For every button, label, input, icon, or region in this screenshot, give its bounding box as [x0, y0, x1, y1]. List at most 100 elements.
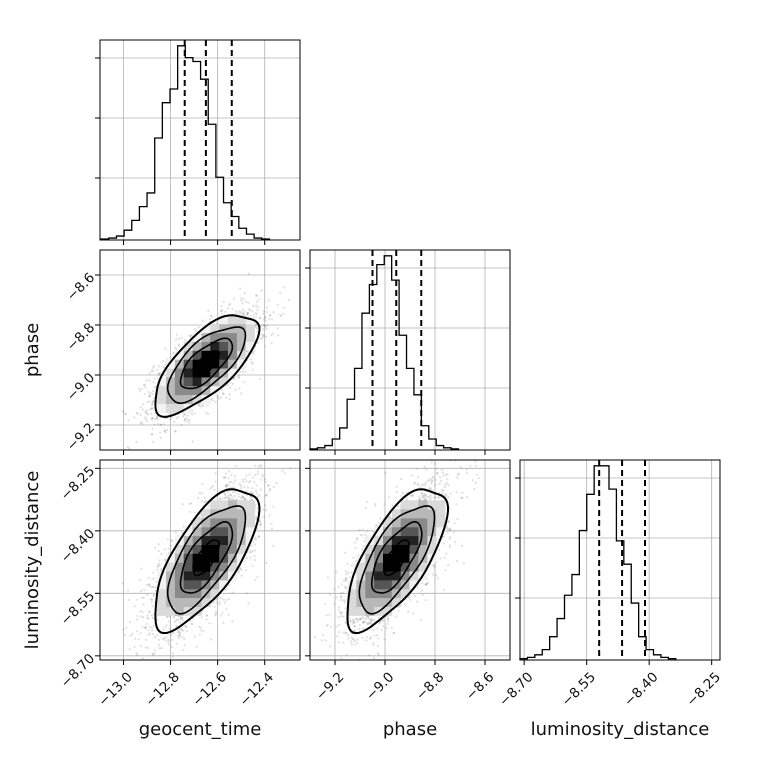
scatter-point: [197, 404, 200, 407]
scatter-point: [174, 430, 177, 433]
scatter-point: [151, 427, 154, 430]
density-cell: [183, 377, 193, 387]
scatter-point: [146, 413, 149, 416]
scatter-point: [251, 487, 254, 490]
scatter-point: [146, 409, 149, 412]
scatter-point: [201, 319, 204, 322]
scatter-point: [241, 496, 244, 499]
scatter-point: [140, 645, 143, 648]
scatter-point: [279, 313, 282, 316]
scatter-point: [249, 491, 252, 494]
scatter-point: [144, 386, 147, 389]
scatter-point: [205, 411, 208, 414]
density-cell: [201, 359, 211, 369]
scatter-point: [234, 475, 237, 478]
scatter-point: [256, 473, 259, 476]
scatter-point: [148, 611, 151, 614]
scatter-point: [246, 311, 250, 314]
scatter-point: [255, 327, 259, 330]
scatter-point: [150, 614, 153, 617]
scatter-point: [152, 366, 155, 369]
scatter-point: [264, 316, 267, 319]
scatter-point: [154, 546, 157, 549]
scatter-point: [214, 400, 217, 403]
scatter-point: [205, 618, 208, 621]
scatter-point: [268, 314, 271, 317]
scatter-point: [214, 613, 217, 617]
density-cell: [157, 394, 167, 404]
panel-frame: [99, 249, 301, 451]
scatter-point: [150, 406, 153, 409]
scatter-point: [142, 403, 145, 406]
scatter-point: [265, 327, 268, 330]
scatter-point: [150, 585, 153, 589]
scatter-point: [225, 607, 228, 610]
density-cell: [228, 350, 238, 360]
scatter-point: [266, 484, 270, 487]
scatter-point: [136, 598, 139, 601]
scatter-point: [146, 614, 149, 617]
scatter-point: [279, 291, 282, 294]
scatter-point: [251, 498, 254, 501]
scatter-point: [245, 300, 248, 303]
scatter-point: [144, 638, 147, 642]
scatter-point: [186, 414, 189, 417]
density-cell: [245, 341, 255, 351]
scatter-point: [268, 317, 271, 321]
scatter-point: [229, 498, 232, 501]
scatter-point: [166, 615, 169, 618]
scatter-point: [145, 379, 148, 382]
scatter-point: [174, 430, 177, 433]
scatter-point: [163, 626, 166, 629]
scatter-point: [177, 343, 180, 346]
scatter-point: [231, 620, 234, 623]
scatter-point: [255, 492, 258, 495]
scatter-point: [133, 416, 136, 419]
density-cell: [236, 315, 247, 325]
scatter-point: [151, 632, 154, 636]
scatter-point: [249, 309, 252, 312]
density-cell: [192, 368, 202, 378]
scatter-point: [249, 358, 252, 361]
scatter-point: [262, 318, 265, 321]
scatter-point: [166, 428, 169, 431]
scatter-point: [153, 377, 156, 380]
scatter-point: [249, 551, 252, 554]
scatter-point: [253, 549, 256, 552]
scatter-point: [248, 549, 251, 552]
contour-line: [179, 337, 234, 390]
scatter-point: [210, 315, 213, 318]
scatter-point: [259, 325, 262, 328]
scatter-point: [153, 577, 156, 580]
scatter-point: [162, 628, 165, 631]
density-cell: [166, 368, 176, 378]
scatter-point: [249, 556, 252, 559]
scatter-point: [181, 630, 184, 633]
scatter-point: [180, 424, 183, 427]
scatter-point: [221, 308, 224, 312]
panel-content: [100, 250, 300, 450]
scatter-point: [241, 302, 244, 305]
scatter-point: [228, 303, 231, 307]
scatter-point: [170, 645, 173, 649]
scatter-point: [147, 633, 150, 636]
scatter-point: [160, 647, 163, 650]
scatter-point: [277, 334, 280, 337]
scatter-point: [255, 300, 258, 303]
scatter-point: [200, 492, 203, 495]
scatter-point: [151, 389, 154, 392]
scatter-point: [162, 359, 165, 363]
scatter-point: [223, 601, 226, 604]
density-cell: [183, 394, 193, 404]
scatter-point: [152, 624, 155, 627]
scatter-point: [247, 272, 250, 275]
scatter-point: [264, 325, 267, 328]
scatter-point: [272, 544, 275, 548]
scatter-point: [151, 616, 154, 620]
scatter-point: [143, 392, 146, 396]
scatter-point: [159, 372, 162, 375]
scatter-point: [233, 495, 236, 498]
scatter-point: [213, 488, 216, 491]
scatter-point: [193, 511, 196, 514]
